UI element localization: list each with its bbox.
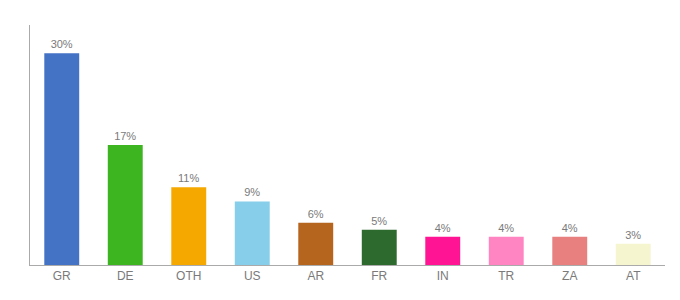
svg-text:4%: 4%: [498, 222, 514, 234]
svg-text:9%: 9%: [244, 186, 260, 198]
svg-text:US: US: [244, 269, 261, 283]
svg-text:3%: 3%: [625, 229, 641, 241]
svg-text:5%: 5%: [371, 215, 387, 227]
svg-text:IN: IN: [437, 269, 449, 283]
svg-text:4%: 4%: [435, 222, 451, 234]
svg-text:AR: AR: [307, 269, 324, 283]
svg-text:FR: FR: [371, 269, 387, 283]
svg-text:DE: DE: [117, 269, 134, 283]
svg-text:TR: TR: [498, 269, 514, 283]
svg-text:4%: 4%: [562, 222, 578, 234]
svg-text:ZA: ZA: [562, 269, 577, 283]
svg-text:11%: 11%: [178, 172, 199, 184]
svg-text:OTH: OTH: [176, 269, 201, 283]
svg-text:17%: 17%: [114, 130, 136, 142]
svg-text:6%: 6%: [308, 208, 324, 220]
svg-text:AT: AT: [626, 269, 641, 283]
svg-text:GR: GR: [53, 269, 71, 283]
svg-text:30%: 30%: [51, 38, 73, 50]
